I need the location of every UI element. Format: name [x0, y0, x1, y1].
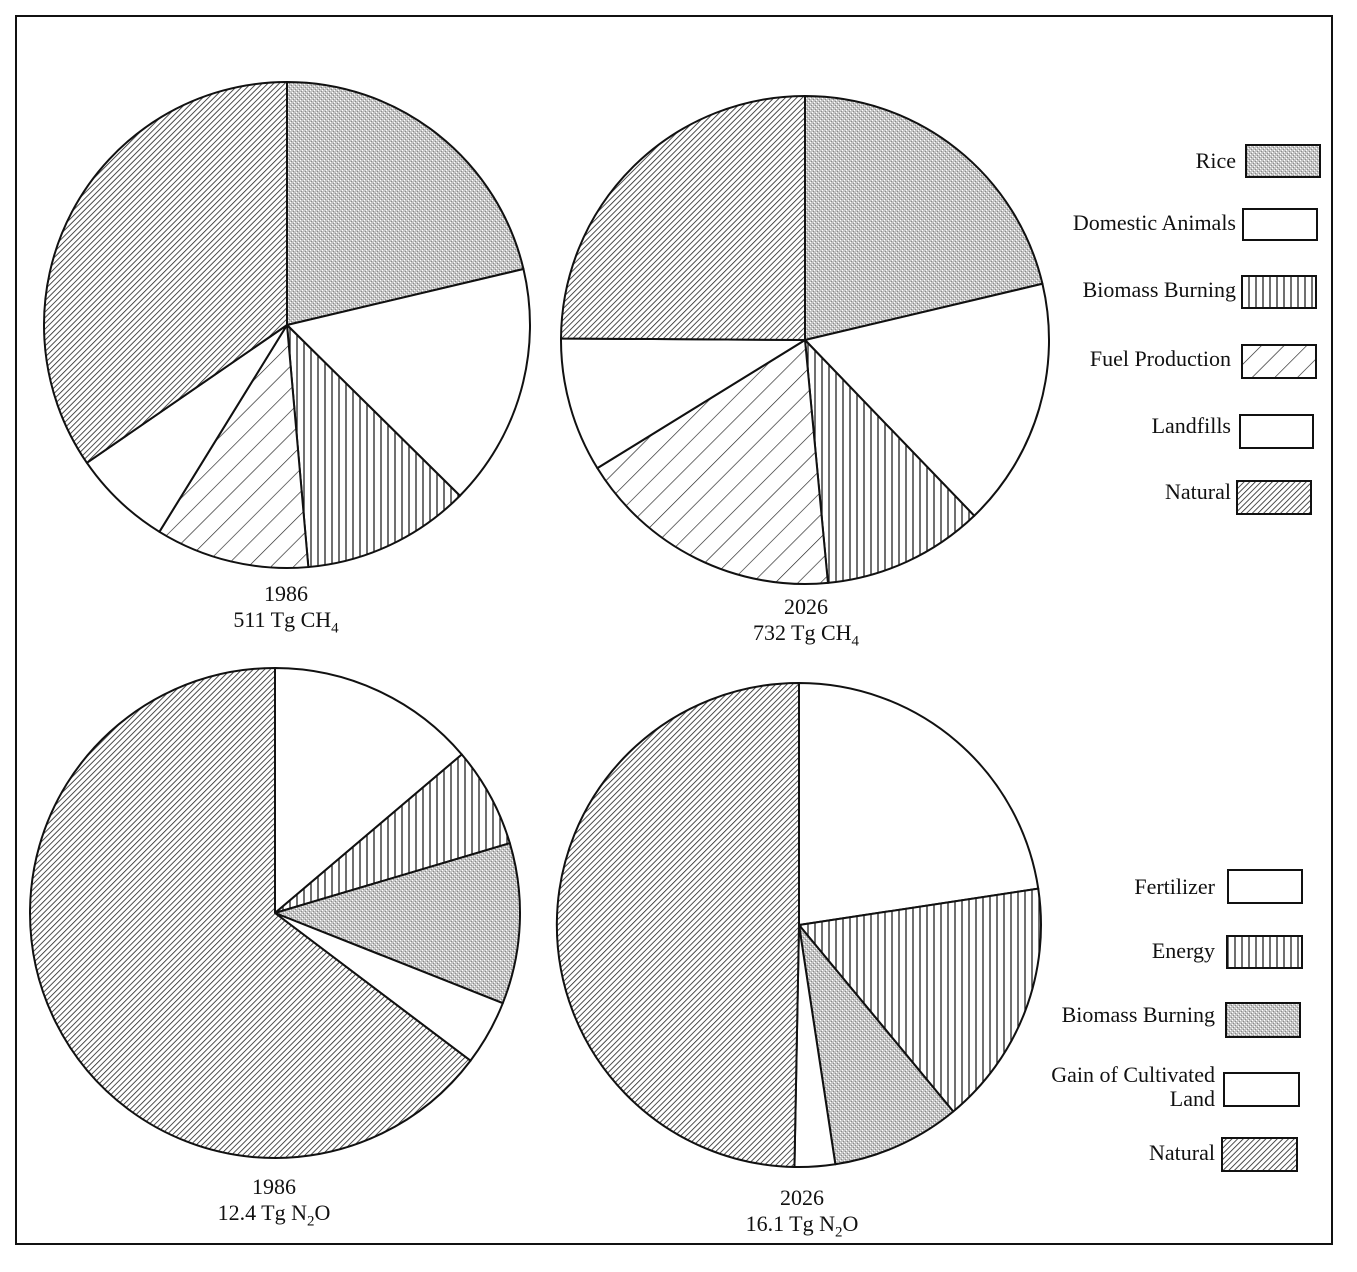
legend-label-energy: Energy: [1151, 938, 1215, 963]
legend-swatch-ch4-landfills: [1239, 414, 1314, 449]
slice-biomass-burning: [274, 842, 521, 1005]
caption-total: 16.1 Tg N2O: [745, 1211, 859, 1241]
legend-label-natural-n2o: Natural: [1149, 1140, 1215, 1165]
slice-fuel-production: [158, 324, 310, 569]
legend-swatch-n2o-fertilizer: [1227, 869, 1303, 904]
slice-domestic-animals: [804, 282, 1050, 517]
caption-total: 511 Tg CH4: [233, 607, 339, 637]
slice-domestic-animals: [286, 268, 531, 497]
pie-n2o-2026: [555, 682, 1042, 1168]
caption-year: 1986: [264, 581, 308, 606]
legend-label-fuel-production: Fuel Production: [1089, 346, 1231, 371]
legend-label-gain-of-cultivated-land: Gain of Cultivated Land: [1051, 1062, 1215, 1111]
legend-swatch-ch4-biomass-burning: [1241, 275, 1317, 309]
slice-biomass-burning: [798, 924, 955, 1166]
legend-swatch-ch4-fuel-production: [1241, 344, 1317, 379]
legend-swatch-n2o-energy: [1226, 935, 1303, 969]
slice-fuel-production: [596, 339, 829, 585]
legend-swatch-ch4-domestic-animals: [1242, 208, 1318, 241]
slice-energy: [798, 887, 1042, 1113]
slice-rice: [804, 95, 1044, 341]
legend-label-landfills: Landfills: [1151, 413, 1231, 438]
legend-swatch-ch4-rice: [1245, 144, 1321, 178]
caption-total: 12.4 Tg N2O: [217, 1200, 331, 1230]
pie-caption-ch4-1986: 1986 511 Tg CH4: [156, 581, 416, 641]
legend-swatch-n2o-gain-of-cultivated-land: [1223, 1072, 1300, 1107]
pie-caption-ch4-2026: 2026 732 Tg CH4: [676, 594, 936, 654]
slice-rice: [286, 81, 525, 326]
legend-swatch-n2o-natural: [1221, 1137, 1298, 1172]
slice-landfills: [559, 337, 806, 470]
pie-ch4-2026: [559, 95, 1050, 585]
legend-label-biomass-burning: Biomass Burning: [1082, 277, 1236, 302]
pie-caption-n2o-1986: 1986 12.4 Tg N2O: [144, 1174, 404, 1234]
legend-label-fertilizer: Fertilizer: [1134, 874, 1215, 899]
slice-natural: [43, 81, 288, 464]
legend-label-rice: Rice: [1195, 148, 1236, 173]
pie-caption-n2o-2026: 2026 16.1 Tg N2O: [672, 1185, 932, 1245]
slice-fertilizer: [274, 667, 463, 914]
slice-biomass-burning: [804, 339, 976, 584]
slice-fertilizer: [798, 682, 1040, 926]
slice-natural: [555, 682, 800, 1168]
caption-year: 2026: [780, 1185, 824, 1210]
legend-label-biomass-burning-n2o: Biomass Burning: [1061, 1002, 1215, 1027]
caption-year: 2026: [784, 594, 828, 619]
slice-biomass-burning: [286, 324, 461, 569]
legend-swatch-ch4-natural: [1236, 480, 1312, 515]
caption-year: 1986: [252, 1174, 296, 1199]
legend-label-domestic-animals: Domestic Animals: [1072, 210, 1236, 235]
slice-natural: [560, 95, 806, 341]
figure-frame: [15, 15, 1333, 1245]
caption-total: 732 Tg CH4: [752, 620, 860, 650]
pie-n2o-1986: [29, 667, 521, 1159]
pie-ch4-1986: [43, 81, 531, 569]
slice-natural: [29, 667, 472, 1159]
legend-label-natural: Natural: [1165, 479, 1231, 504]
legend-swatch-n2o-biomass-burning: [1225, 1002, 1301, 1038]
